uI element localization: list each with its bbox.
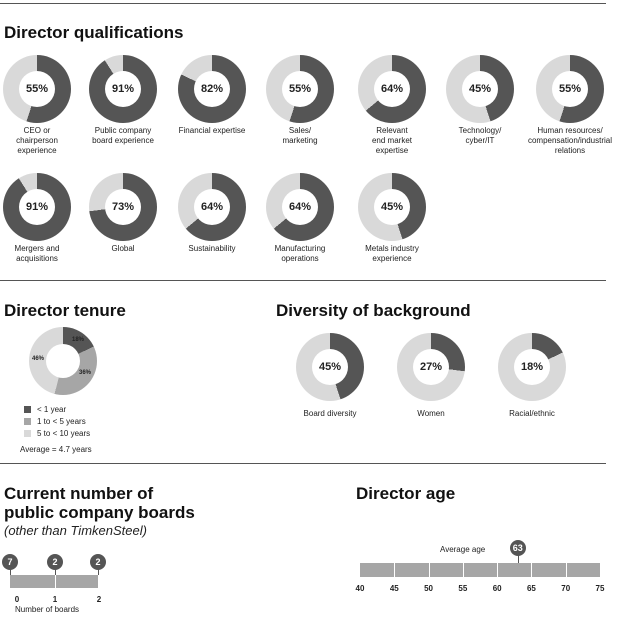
diversity-donut: 18%: [498, 333, 566, 401]
tenure-slice-label-2: 36%: [79, 370, 91, 376]
qualification-donut: 45%: [446, 55, 514, 123]
tenure-slice-label-1: 18%: [72, 337, 84, 343]
qualification-pct: 73%: [105, 189, 141, 225]
boards-axis-label: Number of boards: [15, 605, 79, 614]
qualification-donut: 55%: [536, 55, 604, 123]
legend-item-1to5: 1 to < 5 years: [24, 417, 86, 426]
boards-subtitle: (other than TimkenSteel): [4, 523, 147, 538]
age-bar-divider: [531, 563, 532, 577]
age-tick: 75: [590, 584, 610, 593]
diversity-title: Diversity of background: [276, 301, 471, 321]
age-tick: 55: [453, 584, 473, 593]
boards-bar-divider: [55, 575, 56, 588]
divider-2: [0, 280, 606, 281]
divider-3: [0, 463, 606, 464]
legend-swatch-light: [24, 430, 31, 437]
diversity-label: Board diversity: [280, 409, 380, 419]
tenure-average: Average = 4.7 years: [20, 445, 92, 454]
legend-item-lt1: < 1 year: [24, 405, 66, 414]
tenure-slice-label-3: 46%: [32, 356, 44, 362]
qualification-label: Human resources/ compensation/industrial…: [520, 126, 620, 156]
qualification-label: Sustainability: [162, 244, 262, 254]
tenure-hole: [46, 344, 80, 378]
legend-label: 5 to < 10 years: [37, 429, 90, 438]
age-bar-divider: [463, 563, 464, 577]
age-tick: 60: [487, 584, 507, 593]
qualification-donut: 82%: [178, 55, 246, 123]
qualification-label: Public company board experience: [73, 126, 173, 146]
qualification-label: Global: [73, 244, 173, 254]
legend-swatch-dark: [24, 406, 31, 413]
age-tick: 50: [419, 584, 439, 593]
diversity-donut: 27%: [397, 333, 465, 401]
qualification-pct: 55%: [552, 71, 588, 107]
qualification-label: Relevant end market expertise: [342, 126, 442, 156]
age-average-marker: 63: [510, 540, 526, 556]
age-bar-divider: [394, 563, 395, 577]
qualification-donut: 64%: [266, 173, 334, 241]
diversity-pct: 45%: [312, 349, 348, 385]
legend-item-5to10: 5 to < 10 years: [24, 429, 90, 438]
qualification-pct: 91%: [105, 71, 141, 107]
age-bar-divider: [497, 563, 498, 577]
boards-marker-0: 7: [2, 554, 18, 570]
qualifications-title: Director qualifications: [4, 23, 183, 43]
qualification-label: Financial expertise: [162, 126, 262, 136]
diversity-label: Women: [381, 409, 481, 419]
legend-label: 1 to < 5 years: [37, 417, 86, 426]
qualification-pct: 45%: [462, 71, 498, 107]
boards-title-line1: Current number of: [4, 484, 153, 504]
qualification-donut: 55%: [266, 55, 334, 123]
diversity-pct: 18%: [514, 349, 550, 385]
age-tick: 45: [384, 584, 404, 593]
age-tick: 70: [556, 584, 576, 593]
age-bar-divider: [429, 563, 430, 577]
qualification-donut: 91%: [3, 173, 71, 241]
qualification-donut: 73%: [89, 173, 157, 241]
boards-tick-2: 2: [89, 595, 109, 604]
qualification-pct: 64%: [194, 189, 230, 225]
qualification-pct: 55%: [282, 71, 318, 107]
qualification-label: Technology/ cyber/IT: [430, 126, 530, 146]
diversity-donut: 45%: [296, 333, 364, 401]
age-tick: 40: [350, 584, 370, 593]
qualification-donut: 64%: [358, 55, 426, 123]
boards-marker-2: 2: [90, 554, 106, 570]
qualification-label: Sales/ marketing: [250, 126, 350, 146]
qualification-pct: 91%: [19, 189, 55, 225]
qualification-pct: 82%: [194, 71, 230, 107]
qualification-pct: 64%: [282, 189, 318, 225]
qualification-label: Manufacturing operations: [250, 244, 350, 264]
boards-marker-1: 2: [47, 554, 63, 570]
boards-tick-1: 1: [45, 595, 65, 604]
diversity-label: Racial/ethnic: [482, 409, 582, 419]
age-bar-divider: [566, 563, 567, 577]
top-divider: [0, 3, 606, 4]
qualification-pct: 55%: [19, 71, 55, 107]
diversity-pct: 27%: [413, 349, 449, 385]
qualification-pct: 64%: [374, 71, 410, 107]
boards-title-line2: public company boards: [4, 503, 195, 523]
legend-label: < 1 year: [37, 405, 66, 414]
qualification-donut: 45%: [358, 173, 426, 241]
boards-bar: [10, 575, 98, 588]
age-bar: [360, 563, 600, 577]
qualification-donut: 91%: [89, 55, 157, 123]
qualification-donut: 55%: [3, 55, 71, 123]
boards-tick-0: 0: [7, 595, 27, 604]
age-title: Director age: [356, 484, 455, 504]
qualification-pct: 45%: [374, 189, 410, 225]
qualification-donut: 64%: [178, 173, 246, 241]
tenure-title: Director tenure: [4, 301, 126, 321]
legend-swatch-mid: [24, 418, 31, 425]
qualification-label: Metals industry experience: [342, 244, 442, 264]
age-tick: 65: [521, 584, 541, 593]
age-average-label: Average age: [440, 545, 485, 554]
